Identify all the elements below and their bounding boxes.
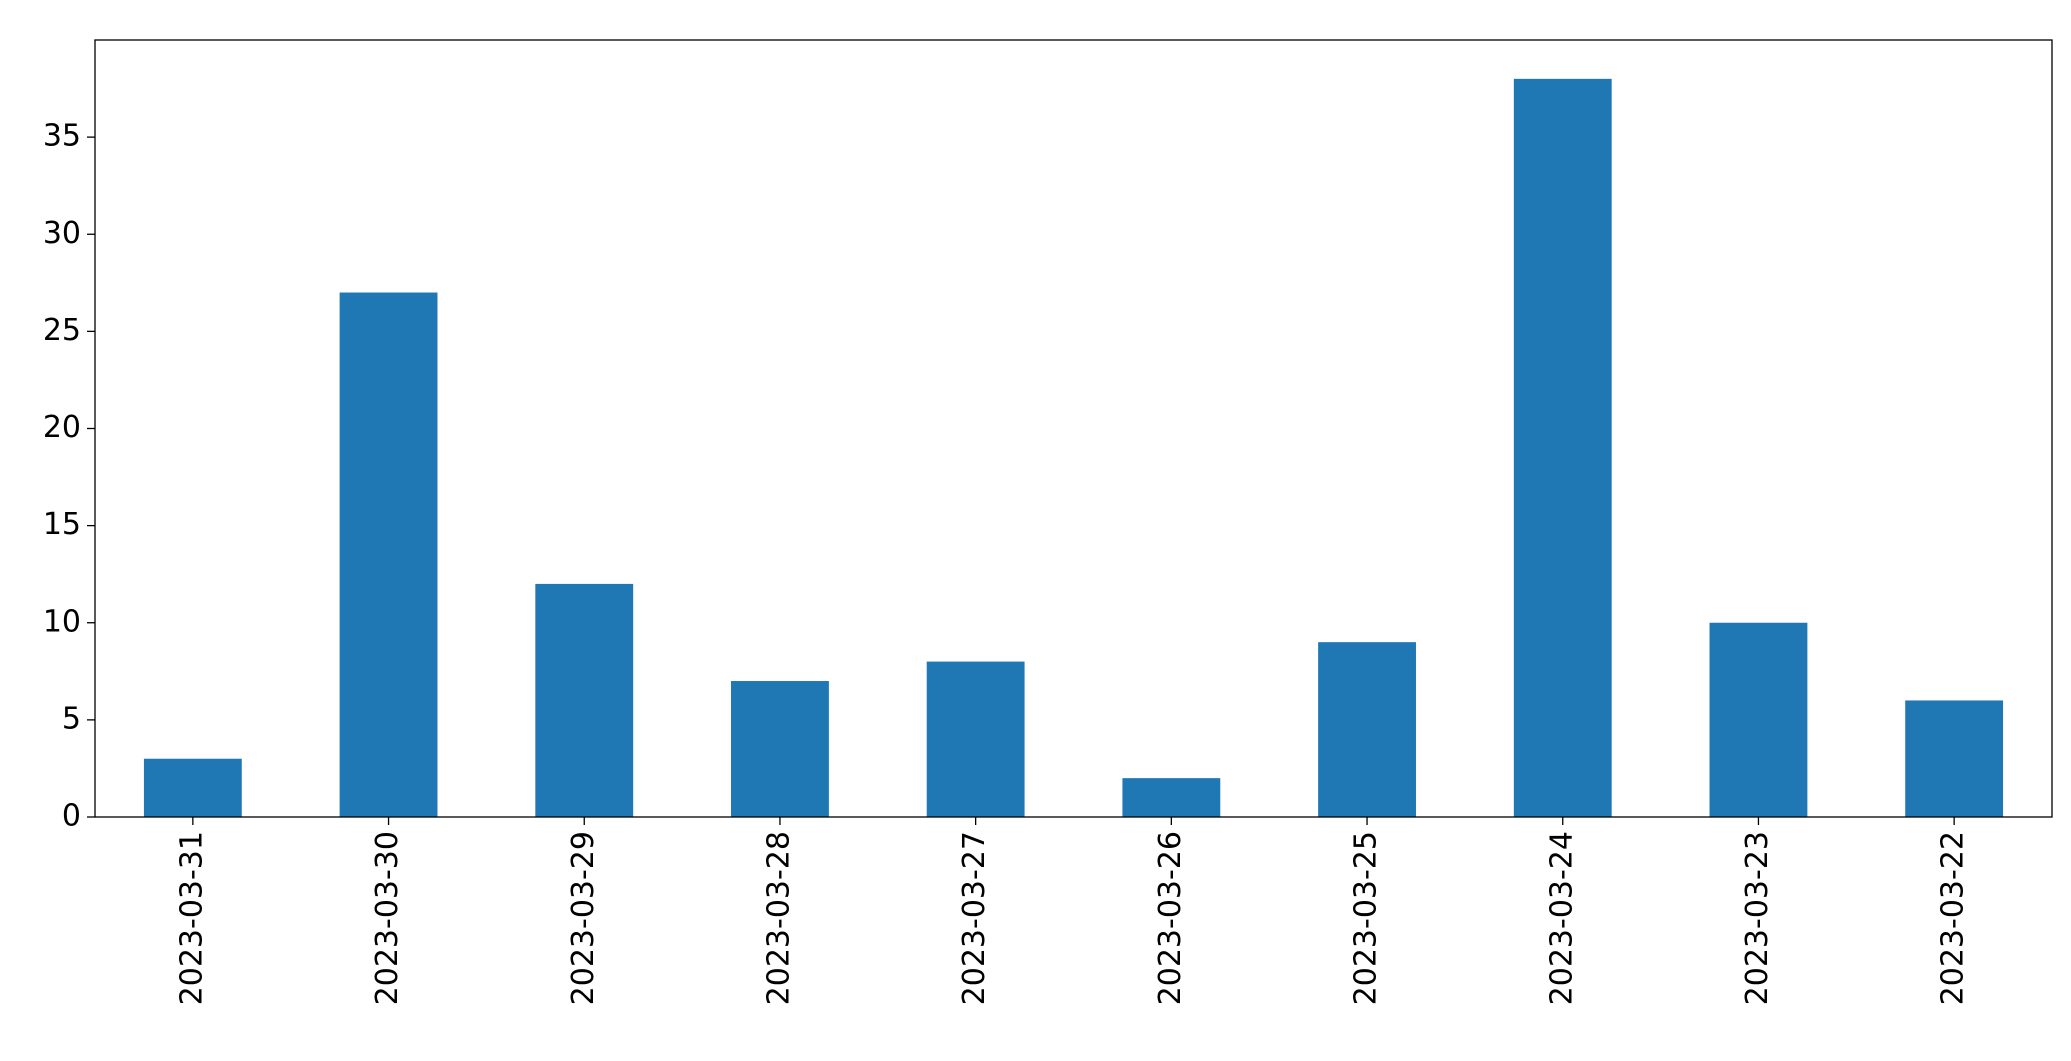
x-tick-label: 2023-03-28	[761, 831, 796, 1005]
bar	[1709, 622, 1808, 817]
y-tick-label: 5	[62, 701, 81, 736]
x-tick-label: 2023-03-25	[1349, 831, 1384, 1005]
y-tick-label: 30	[43, 216, 81, 251]
y-tick-label: 15	[43, 507, 81, 542]
bar	[1318, 642, 1416, 817]
bar	[143, 758, 242, 817]
x-tick-label: 2023-03-30	[370, 831, 405, 1005]
bar	[731, 681, 829, 817]
plot-frame	[94, 39, 2053, 818]
x-tick-label: 2023-03-31	[174, 831, 209, 1005]
x-tick-label: 2023-03-29	[566, 831, 601, 1005]
x-tick-label: 2023-03-24	[1544, 831, 1579, 1005]
bar	[535, 583, 634, 817]
x-tick-label: 2023-03-26	[1153, 831, 1188, 1005]
y-tick-label: 25	[43, 313, 81, 348]
x-tick-label: 2023-03-22	[1936, 831, 1971, 1005]
y-tick-label: 20	[43, 410, 81, 445]
bar	[1122, 778, 1221, 817]
y-tick-label: 0	[62, 799, 81, 834]
x-tick-label: 2023-03-23	[1740, 831, 1775, 1005]
bar	[1513, 78, 1612, 818]
y-tick-label: 35	[43, 119, 81, 154]
bar	[926, 661, 1025, 817]
x-tick-label: 2023-03-27	[957, 831, 992, 1005]
bar	[1905, 700, 2004, 817]
y-tick-label: 10	[43, 604, 81, 639]
bar	[339, 292, 438, 817]
